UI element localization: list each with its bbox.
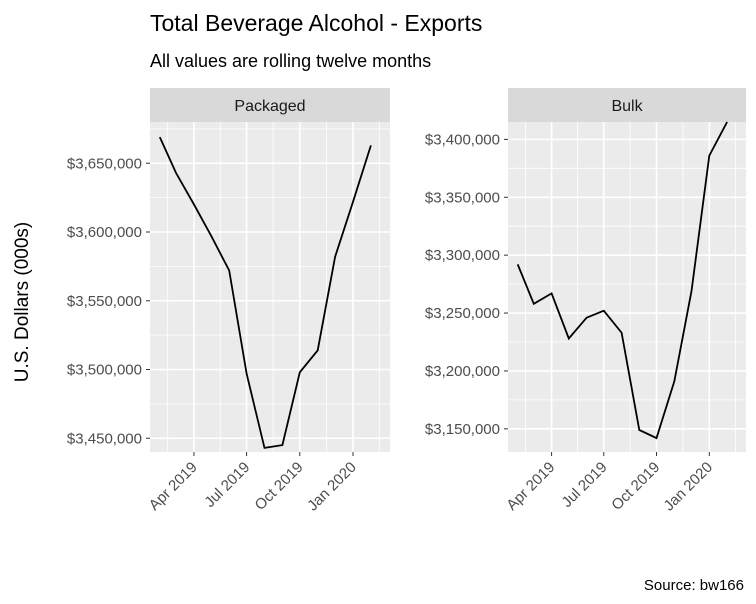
y-axis-title: U.S. Dollars (000s) (12, 222, 33, 383)
chart-subtitle: All values are rolling twelve months (150, 51, 431, 71)
y-tick-label: $3,400,000 (425, 131, 500, 148)
x-tick-label: Apr 2019 (146, 459, 201, 514)
x-tick-label: Jan 2020 (304, 459, 360, 515)
y-tick-label: $3,300,000 (425, 247, 500, 264)
chart-caption: Source: bw166 (644, 577, 744, 594)
y-tick-label: $3,450,000 (67, 430, 142, 447)
y-tick-label: $3,650,000 (67, 155, 142, 172)
panel-bulk: Bulk $3,150,000 $3,200,000 $3,250,000 $3,30… (425, 88, 746, 514)
x-tick-label: Jan 2020 (660, 459, 716, 515)
x-tick-label: Jul 2019 (201, 459, 253, 511)
y-tick-label: $3,550,000 (67, 293, 142, 310)
y-axis: $3,450,000 $3,500,000 $3,550,000 $3,600,000… (67, 155, 150, 447)
series-line-packaged (158, 136, 372, 449)
x-tick-label: Oct 2019 (608, 459, 663, 514)
y-tick-label: $3,150,000 (425, 421, 500, 438)
chart-title: Total Beverage Alcohol - Exports (150, 10, 482, 36)
y-tick-label: $3,600,000 (67, 224, 142, 241)
x-tick-label: Apr 2019 (503, 459, 558, 514)
panel-strip-label: Packaged (234, 98, 305, 115)
y-tick-label: $3,200,000 (425, 363, 500, 380)
y-tick-label: $3,500,000 (67, 362, 142, 379)
x-tick-label: Oct 2019 (252, 459, 307, 514)
y-axis: $3,150,000 $3,200,000 $3,250,000 $3,300,000… (425, 131, 508, 438)
panel-strip (508, 88, 746, 122)
panel-packaged: Packaged $3,450,000$3,500,000$3,550,000$… (67, 88, 390, 514)
panel-strip (150, 88, 390, 122)
series-line-bulk (516, 121, 728, 440)
plot-area (150, 122, 390, 452)
y-tick-label: $3,350,000 (425, 189, 500, 206)
gridlines (508, 122, 746, 452)
y-tick-label: $3,250,000 (425, 305, 500, 322)
x-tick-label: Jul 2019 (558, 459, 610, 511)
gridlines (150, 122, 390, 452)
plot-area (508, 122, 746, 452)
panel-strip-label: Bulk (611, 98, 643, 115)
